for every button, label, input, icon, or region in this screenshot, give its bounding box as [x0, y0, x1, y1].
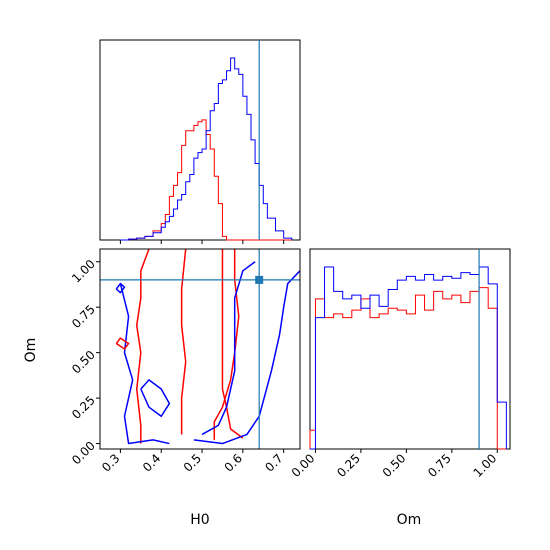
contour-red-outer — [115, 337, 130, 350]
om-ytick-label: 0.25 — [69, 393, 98, 422]
truth-marker — [255, 275, 264, 284]
om-hist-xtick-label: 1.00 — [471, 451, 500, 480]
om-histogram-panel: 0.00 0.25 0.50 0.75 1.00 — [289, 248, 511, 480]
contour-blue-outer — [115, 282, 126, 294]
contour-blue-inner — [140, 379, 171, 418]
om-ytick-label: 0.75 — [69, 302, 98, 331]
x-axis-label-om: Om — [397, 512, 422, 528]
contour-group — [115, 249, 300, 445]
contour-frame — [99, 248, 301, 450]
contour-red-inner — [221, 249, 244, 439]
om-hist-xtick-label: 0.75 — [425, 451, 454, 480]
h0-xtick-label: 0.6 — [222, 451, 245, 474]
h0-hist-frame — [99, 39, 301, 241]
contour-blue-inner — [201, 261, 256, 436]
om-hist-frame — [309, 248, 511, 450]
h0-om-contour-panel: 0.3 0.4 0.5 0.6 0.7 0.00 0.25 0.50 0.75 1.00 — [69, 248, 301, 475]
om-hist-red — [309, 287, 507, 450]
contour-blue-outer — [119, 283, 170, 445]
h0-xtick-label: 0.3 — [99, 451, 122, 474]
om-ytick-label: 1.00 — [69, 257, 98, 286]
contour-red-inner — [180, 249, 187, 435]
h0-xtick-label: 0.5 — [181, 451, 204, 474]
h0-hist-blue — [120, 57, 293, 241]
h0-xtick-label: 0.4 — [140, 451, 163, 474]
om-hist-xtick-label: 0.50 — [380, 451, 409, 480]
om-hist-blue — [310, 266, 507, 450]
contour-red-outer — [135, 249, 150, 444]
x-axis-label-h0: H0 — [190, 512, 209, 528]
y-axis-label-om: Om — [23, 338, 39, 363]
om-hist-xtick-label: 0.00 — [289, 451, 318, 480]
om-ytick-label: 0.50 — [69, 348, 98, 377]
h0-histogram-panel — [99, 39, 301, 244]
h0-xtick-label: 0.7 — [262, 451, 285, 474]
om-ytick-label: 0.00 — [69, 439, 98, 468]
om-hist-xtick-label: 0.25 — [334, 451, 363, 480]
contour-blue-outer — [193, 270, 300, 445]
contour-red-outer — [213, 249, 240, 440]
